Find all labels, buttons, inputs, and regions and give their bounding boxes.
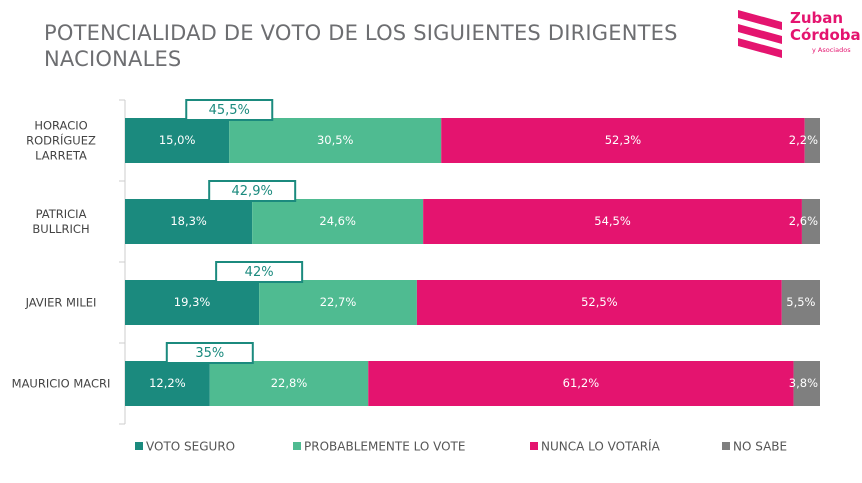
bar-segment <box>125 199 253 244</box>
bar-segment <box>125 280 260 325</box>
legend-swatch <box>293 442 301 450</box>
total-box <box>208 180 297 202</box>
bar-segment <box>441 118 805 163</box>
total-box <box>215 261 304 283</box>
bar-segment <box>423 199 802 244</box>
bar-segment <box>209 361 369 406</box>
bar-segment <box>804 118 820 163</box>
logo-name: Zuban Córdoba <box>790 9 861 44</box>
category-label: PATRICIA BULLRICH <box>32 206 90 236</box>
value-label: 15,0% <box>159 133 196 147</box>
legend-swatch <box>722 442 730 450</box>
logo-subtitle: y Asociados <box>812 46 851 54</box>
bar-segment <box>368 361 794 406</box>
value-label: 52,3% <box>605 133 642 147</box>
total-label: 42,9% <box>232 184 273 199</box>
total-box <box>165 342 254 364</box>
value-label: 24,6% <box>319 214 356 228</box>
bar-segment <box>781 280 820 325</box>
value-label: 18,3% <box>170 214 207 228</box>
bar-segment <box>801 199 820 244</box>
bar-segment <box>125 361 210 406</box>
chart-title: POTENCIALIDAD DE VOTO DE LOS SIGUIENTES … <box>44 21 678 71</box>
legend-label: VOTO SEGURO <box>146 440 235 454</box>
value-label: 2,2% <box>789 133 818 147</box>
category-label: HORACIO RODRÍGUEZ LARRETA <box>26 118 96 162</box>
category-label: JAVIER MILEI <box>25 295 97 309</box>
category-label: MAURICIO MACRI <box>11 376 111 390</box>
legend-label: PROBABLEMENTE LO VOTE <box>304 440 465 454</box>
value-label: 2,6% <box>789 214 818 228</box>
value-label: 22,7% <box>320 295 357 309</box>
bar-segment <box>125 118 230 163</box>
value-label: 12,2% <box>149 376 186 390</box>
value-label: 22,8% <box>271 376 308 390</box>
value-label: 61,2% <box>563 376 600 390</box>
total-label: 45,5% <box>209 103 250 118</box>
bar-segment <box>793 361 820 406</box>
value-label: 3,8% <box>789 376 818 390</box>
bar-segment <box>252 199 424 244</box>
value-label: 52,5% <box>581 295 618 309</box>
value-label: 30,5% <box>317 133 354 147</box>
bar-segment <box>416 280 782 325</box>
value-label: 5,5% <box>786 295 815 309</box>
legend-swatch <box>530 442 538 450</box>
value-label: 19,3% <box>174 295 211 309</box>
total-label: 35% <box>195 346 224 361</box>
total-box <box>185 99 274 121</box>
legend-swatch <box>135 442 143 450</box>
bar-segment <box>259 280 417 325</box>
value-label: 54,5% <box>594 214 631 228</box>
legend-label: NUNCA LO VOTARÍA <box>541 439 661 454</box>
logo-mark <box>738 10 782 58</box>
bar-segment <box>229 118 442 163</box>
total-label: 42% <box>245 265 274 280</box>
legend-label: NO SABE <box>733 440 787 454</box>
